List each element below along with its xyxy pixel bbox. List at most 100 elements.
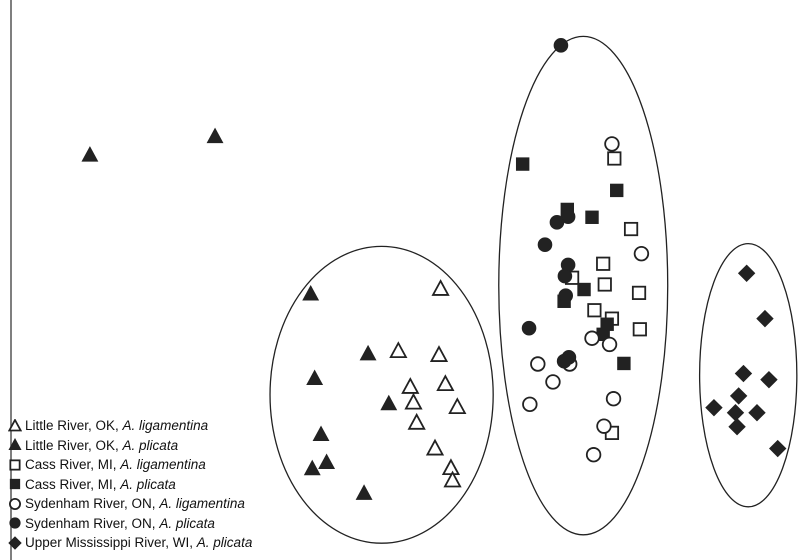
- cluster-ellipses: [269, 35, 798, 544]
- point-series-7-8: [748, 404, 766, 422]
- point-series-3-7: [587, 303, 602, 318]
- point-series-4-1: [515, 157, 530, 171]
- point-series-3-5: [597, 277, 612, 292]
- legend-item: Sydenham River, ON, A. ligamentina: [8, 494, 252, 514]
- point-series-5-10: [596, 418, 612, 434]
- point-series-7-9: [728, 418, 746, 436]
- point-series-1-9: [425, 438, 445, 456]
- series-1: [389, 279, 467, 488]
- cluster-ellipse-2: [498, 35, 669, 536]
- point-series-2-9: [318, 453, 336, 470]
- point-series-6-10: [556, 353, 572, 369]
- legend-item: Little River, OK, A. plicata: [8, 436, 252, 456]
- legend: Little River, OK, A. ligamentina Little R…: [8, 416, 252, 553]
- point-series-7-2: [756, 309, 774, 328]
- series-7: [705, 264, 787, 458]
- triangle-filled-icon: [8, 438, 22, 451]
- point-series-5-11: [585, 447, 602, 463]
- point-series-1-4: [401, 377, 420, 394]
- point-series-1-1: [431, 279, 450, 296]
- point-series-5-3: [584, 330, 600, 346]
- legend-species-label: A. ligamentina: [122, 418, 209, 433]
- point-series-5-4: [601, 336, 618, 353]
- point-series-4-5: [577, 282, 591, 297]
- legend-site-label: Sydenham River, ON,: [25, 515, 160, 531]
- point-series-4-4: [585, 210, 599, 224]
- circle-open-icon: [9, 497, 21, 510]
- point-series-7-5: [729, 387, 748, 405]
- point-series-2-5: [306, 369, 324, 386]
- legend-site-label: Cass River, MI,: [25, 457, 121, 472]
- point-series-5-2: [633, 245, 650, 262]
- point-series-3-2: [623, 221, 639, 237]
- legend-site-label: Upper Mississippi River, WI,: [25, 535, 197, 550]
- square-open-icon: [9, 459, 21, 471]
- point-series-1-7: [404, 392, 423, 410]
- point-series-3-3: [596, 256, 611, 271]
- legend-species-label: A. ligamentina: [120, 457, 206, 472]
- square-filled-icon: [9, 479, 21, 490]
- point-series-3-1: [607, 151, 622, 166]
- legend-site-label: Little River, OK,: [25, 437, 123, 453]
- point-series-3-9: [632, 322, 647, 337]
- point-series-3-6: [631, 285, 647, 300]
- data-points: [81, 38, 787, 500]
- legend-item: Cass River, MI, A. ligamentina: [8, 455, 252, 475]
- legend-species-label: A. plicata: [120, 476, 176, 492]
- point-series-1-2: [389, 341, 408, 359]
- series-6: [521, 38, 577, 369]
- series-2: [81, 127, 398, 500]
- point-series-1-8: [407, 412, 426, 430]
- cluster-ellipse-1: [269, 245, 494, 544]
- point-series-7-6: [705, 398, 723, 417]
- circle-filled-icon: [9, 517, 21, 529]
- point-series-2-2: [206, 127, 224, 144]
- legend-species-label: A. ligamentina: [159, 496, 245, 511]
- legend-item: Cass River, MI, A. plicata: [8, 475, 252, 495]
- point-series-6-8: [521, 320, 537, 336]
- point-series-2-3: [302, 284, 320, 301]
- series-5: [522, 136, 650, 463]
- point-series-2-10: [355, 484, 373, 500]
- point-series-4-9: [617, 356, 631, 371]
- point-series-2-1: [81, 146, 99, 162]
- point-series-7-1: [737, 264, 756, 282]
- legend-species-label: A. plicata: [159, 515, 215, 531]
- point-series-6-6: [557, 268, 573, 284]
- legend-site-label: Sydenham River, ON,: [25, 496, 160, 511]
- point-series-2-8: [303, 459, 321, 476]
- point-series-5-7: [545, 374, 561, 390]
- point-series-7-10: [769, 439, 787, 458]
- point-series-7-7: [726, 404, 745, 422]
- point-series-7-4: [760, 370, 778, 389]
- triangle-open-icon: [8, 418, 22, 432]
- legend-item: Little River, OK, A. ligamentina: [8, 416, 252, 436]
- point-series-1-11: [443, 470, 462, 488]
- point-series-6-3: [549, 215, 565, 230]
- point-series-6-1: [553, 38, 569, 53]
- legend-species-label: A. plicata: [122, 437, 179, 453]
- legend-item: Upper Mississippi River, WI, A. plicata: [8, 533, 252, 553]
- point-series-2-7: [312, 425, 330, 442]
- legend-item: Sydenham River, ON, A. plicata: [8, 514, 252, 534]
- point-series-1-5: [436, 374, 455, 392]
- diamond-filled-icon: [8, 536, 22, 550]
- point-series-2-6: [380, 394, 398, 411]
- point-series-6-4: [537, 237, 553, 253]
- point-series-5-5: [530, 356, 546, 372]
- cluster-ellipse-3: [698, 242, 798, 508]
- point-series-1-6: [448, 397, 467, 415]
- point-series-5-9: [522, 396, 538, 413]
- point-series-2-4: [359, 344, 377, 361]
- legend-species-label: A. plicata: [196, 535, 253, 550]
- point-series-1-3: [429, 345, 449, 362]
- point-series-6-7: [558, 288, 574, 303]
- legend-site-label: Cass River, MI,: [25, 476, 121, 492]
- point-series-5-8: [605, 391, 622, 407]
- point-series-1-10: [441, 458, 461, 476]
- point-series-5-1: [604, 136, 620, 152]
- point-series-4-2: [610, 183, 624, 198]
- legend-site-label: Little River, OK,: [25, 418, 123, 433]
- point-series-7-3: [734, 364, 753, 383]
